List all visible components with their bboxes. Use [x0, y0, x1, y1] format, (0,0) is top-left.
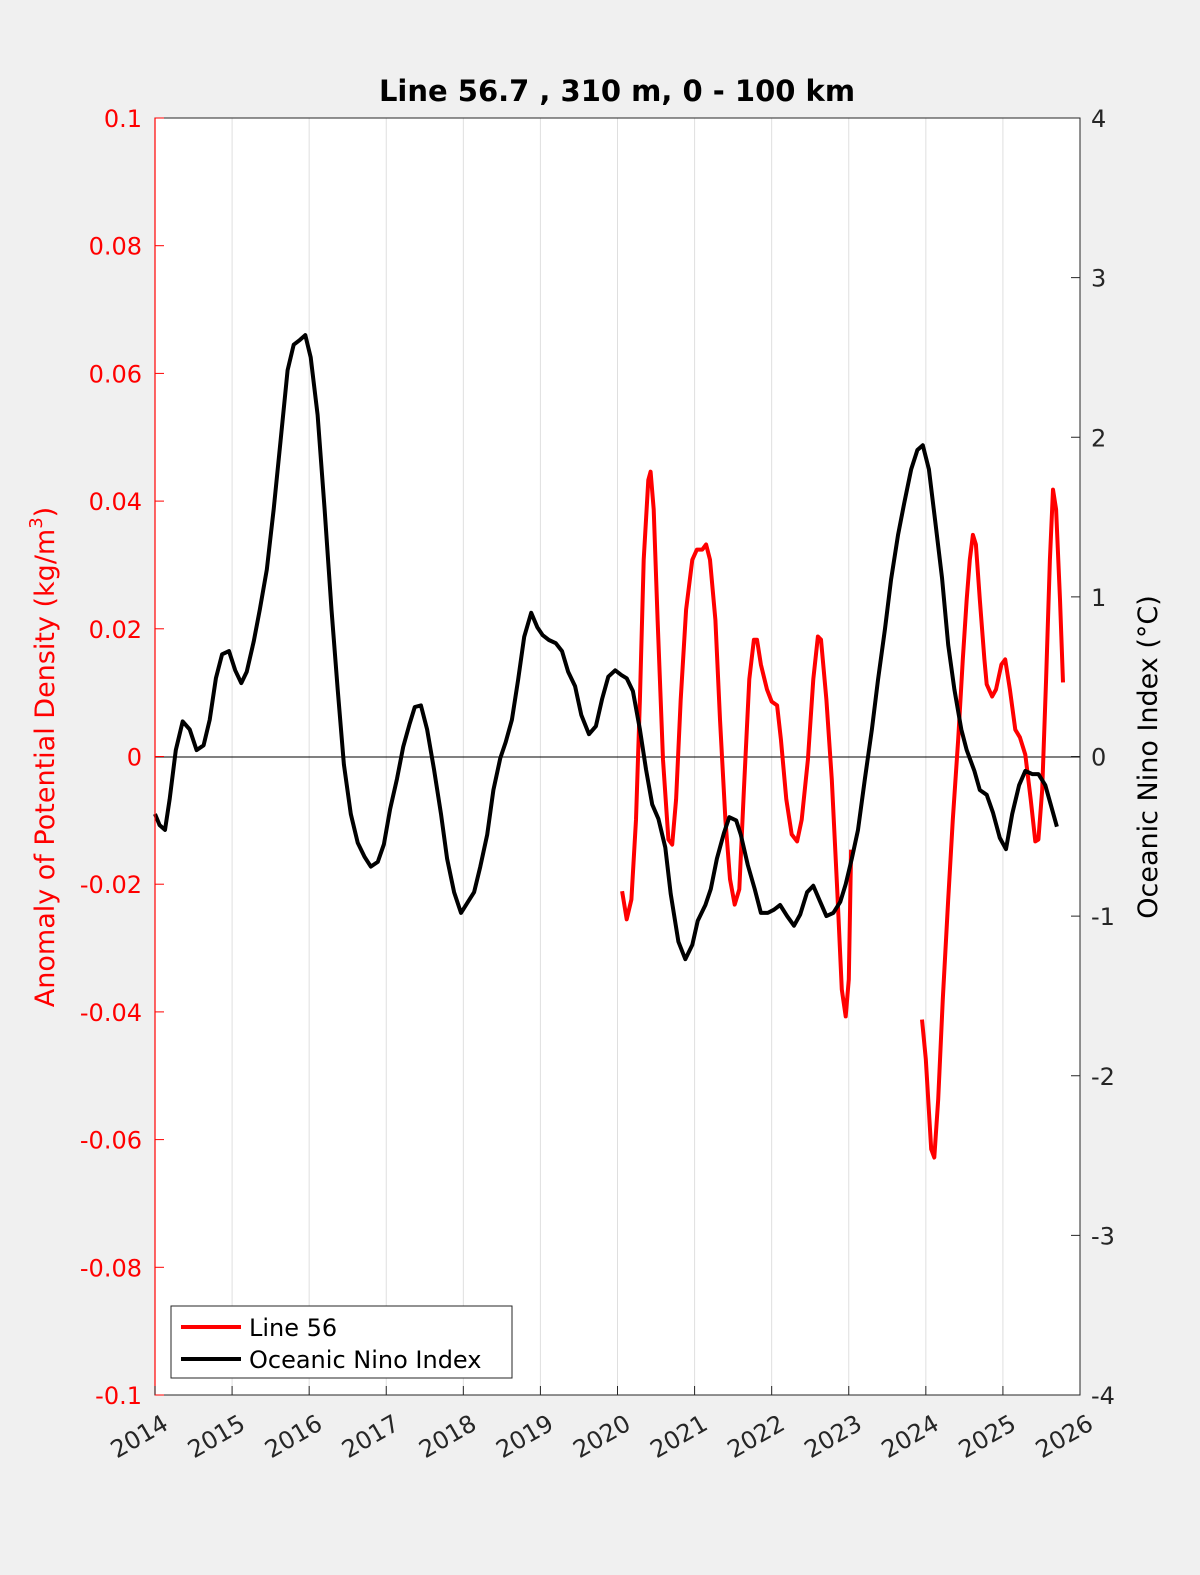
line56-series-line [620, 469, 854, 1019]
left-axis-label-main: Anomaly of Potential Density (kg/m [30, 529, 61, 1007]
left-y-tick-label: -0.06 [80, 1127, 142, 1155]
series-lines [153, 333, 1065, 1160]
chart-title: Line 56.7 , 310 m, 0 - 100 km [379, 74, 855, 108]
right-y-tick-label: 3 [1091, 265, 1106, 293]
left-y-tick-label: 0 [127, 744, 142, 772]
line56-series-line [920, 487, 1065, 1160]
legend: Line 56 Oceanic Nino Index [170, 1305, 513, 1379]
right-y-tick-label: -4 [1091, 1382, 1115, 1410]
legend-box [170, 1305, 513, 1379]
left-y-tick-label: 0.08 [89, 233, 142, 261]
left-y-tick-label: -0.02 [80, 871, 142, 899]
right-y-tick-label: -2 [1091, 1063, 1115, 1091]
right-y-tick-label: -3 [1091, 1222, 1115, 1250]
left-axis-label-sup: 3 [26, 517, 47, 528]
right-axis-label: Oceanic Nino Index (°C) [1133, 595, 1164, 919]
right-y-tick-label: 1 [1091, 584, 1106, 612]
left-y-tick-label: -0.08 [80, 1254, 142, 1282]
legend-label-line56: Line 56 [249, 1314, 337, 1342]
oni-series-line [153, 333, 1059, 962]
left-y-tick-label: 0.1 [104, 105, 142, 133]
left-y-tick-label: 0.04 [89, 488, 142, 516]
axes: 2014 2015 2016 2017 2018 2019 2020 2021 2022 2023… [80, 105, 1115, 1464]
left-y-tick-label: -0.1 [95, 1382, 142, 1410]
right-y-tick-label: 2 [1091, 424, 1106, 452]
right-y-tick-label: -1 [1091, 903, 1115, 931]
left-axis-label: Anomaly of Potential Density (kg/m3) [26, 507, 61, 1007]
left-y-tick-label: 0.06 [89, 360, 142, 388]
right-y-tick-label: 0 [1091, 744, 1106, 772]
left-y-tick-label: -0.04 [80, 999, 142, 1027]
legend-label-oni: Oceanic Nino Index [249, 1346, 481, 1374]
left-axis-label-close: ) [30, 507, 61, 518]
left-y-tick-label: 0.02 [89, 616, 142, 644]
right-y-tick-label: 4 [1091, 105, 1106, 133]
